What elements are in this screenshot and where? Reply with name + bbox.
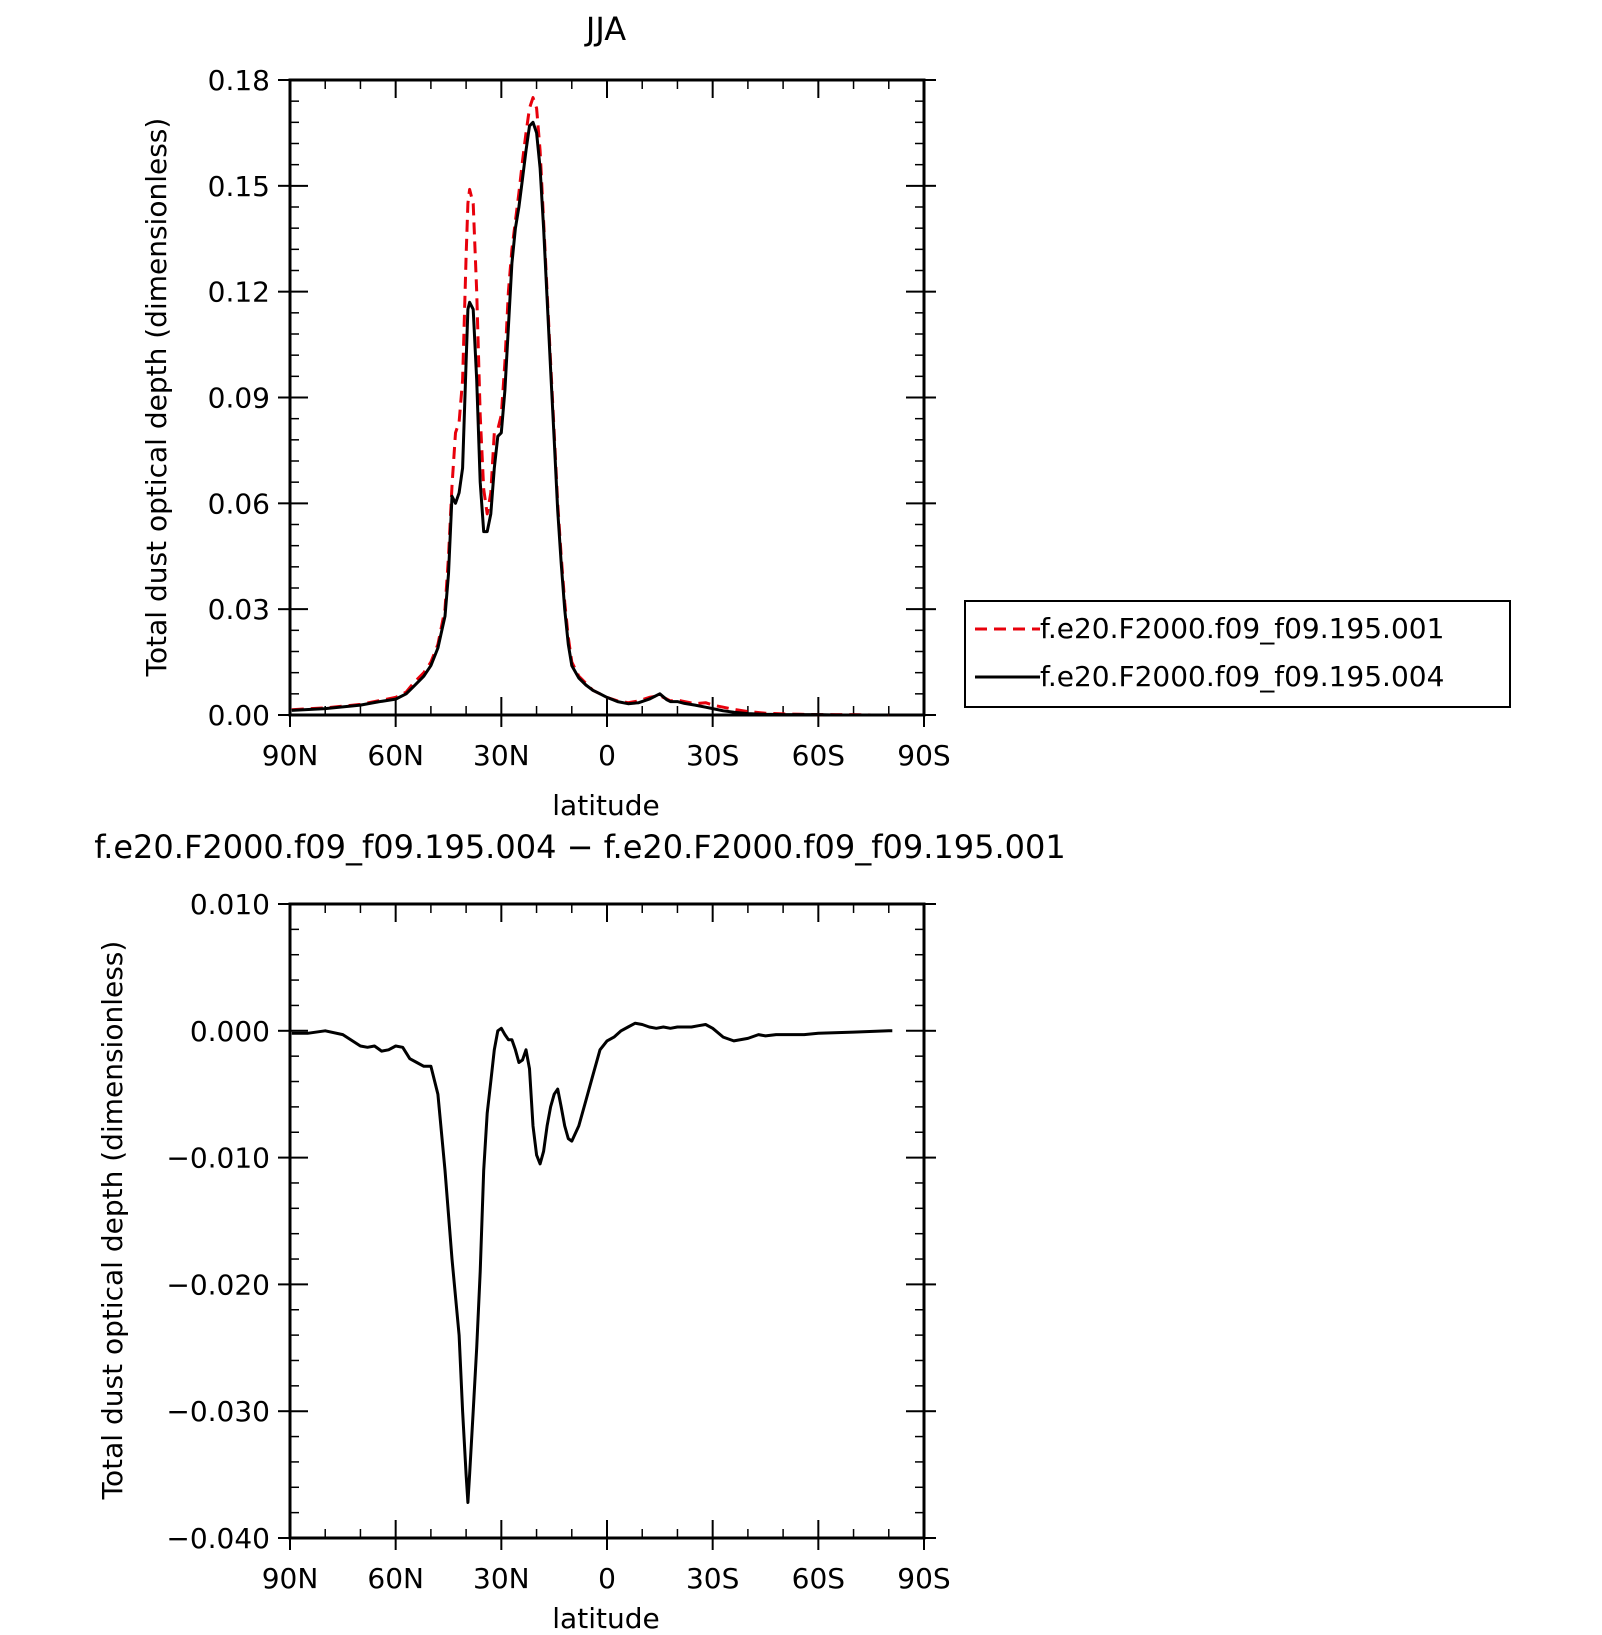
- top-y-tick-label: 0.09: [208, 382, 270, 415]
- top-x-tick-label: 60N: [367, 739, 424, 772]
- bottom-y-tick-label: −0.020: [166, 1268, 270, 1301]
- top-x-tick-label: 60S: [792, 739, 845, 772]
- bottom-x-axis-label: latitude: [552, 1602, 659, 1635]
- top-x-tick-label: 30N: [473, 739, 530, 772]
- bottom-x-tick-label: 90N: [262, 1562, 319, 1595]
- bottom-y-axis-label: Total dust optical depth (dimensionless): [96, 941, 129, 1501]
- bottom-y-tick-label: 0.000: [190, 1015, 270, 1048]
- top-series-line-1: [291, 120, 889, 717]
- bottom-x-tick-label: 60N: [367, 1562, 424, 1595]
- bottom-y-tick-label: −0.030: [166, 1395, 270, 1428]
- top-x-tick-label: 90S: [897, 739, 950, 772]
- top-y-tick-label: 0.15: [208, 170, 270, 203]
- top-x-tick-label: 90N: [262, 739, 319, 772]
- bottom-plot-frame: [288, 902, 926, 1540]
- bottom-x-tick-label: 30S: [686, 1562, 739, 1595]
- legend-box: [964, 600, 1511, 708]
- top-series-line-0: [291, 96, 889, 717]
- legend-label-004: f.e20.F2000.f09_f09.195.004: [1040, 660, 1444, 693]
- top-y-tick-label: 0.12: [208, 276, 270, 309]
- bottom-plot-area: 90N 60N 30N 0 30S 60S 90S −0.040 −0.030 −0.020 −0.…: [166, 888, 950, 1595]
- bottom-series-line-0: [291, 1021, 893, 1504]
- top-x-axis-label: latitude: [552, 789, 659, 822]
- bottom-chart-title: f.e20.F2000.f09_f09.195.004 − f.e20.F200…: [94, 828, 1066, 866]
- top-plot-frame: [288, 78, 926, 717]
- bottom-x-tick-label: 0: [598, 1562, 616, 1595]
- top-y-tick-label: 0.03: [208, 593, 270, 626]
- bottom-chart: f.e20.F2000.f09_f09.195.004 − f.e20.F200…: [94, 828, 1066, 1635]
- bottom-x-tick-label: 60S: [792, 1562, 845, 1595]
- top-chart: JJA 90N 60N 30N 0 30S 60S 90S 0.00 0.03 0.06 0.09 0…: [140, 10, 1511, 822]
- top-chart-title: JJA: [584, 10, 626, 48]
- top-y-tick-label: 0.00: [208, 699, 270, 732]
- top-y-axis-label: Total dust optical depth (dimensionless): [140, 118, 173, 678]
- bottom-y-tick-label: 0.010: [190, 888, 270, 921]
- top-plot-area: 90N 60N 30N 0 30S 60S 90S 0.00 0.03 0.06 0.09 0.12 0…: [208, 64, 951, 772]
- top-legend: f.e20.F2000.f09_f09.195.001 f.e20.F2000.…: [964, 600, 1511, 708]
- legend-label-001: f.e20.F2000.f09_f09.195.001: [1040, 612, 1444, 645]
- bottom-x-tick-label: 30N: [473, 1562, 530, 1595]
- top-x-tick-label: 0: [598, 739, 616, 772]
- top-y-tick-label: 0.06: [208, 487, 270, 520]
- bottom-y-tick-label: −0.040: [166, 1522, 270, 1555]
- top-y-tick-label: 0.18: [208, 64, 270, 97]
- top-x-tick-label: 30S: [686, 739, 739, 772]
- bottom-x-tick-label: 90S: [897, 1562, 950, 1595]
- bottom-y-tick-label: −0.010: [166, 1142, 270, 1175]
